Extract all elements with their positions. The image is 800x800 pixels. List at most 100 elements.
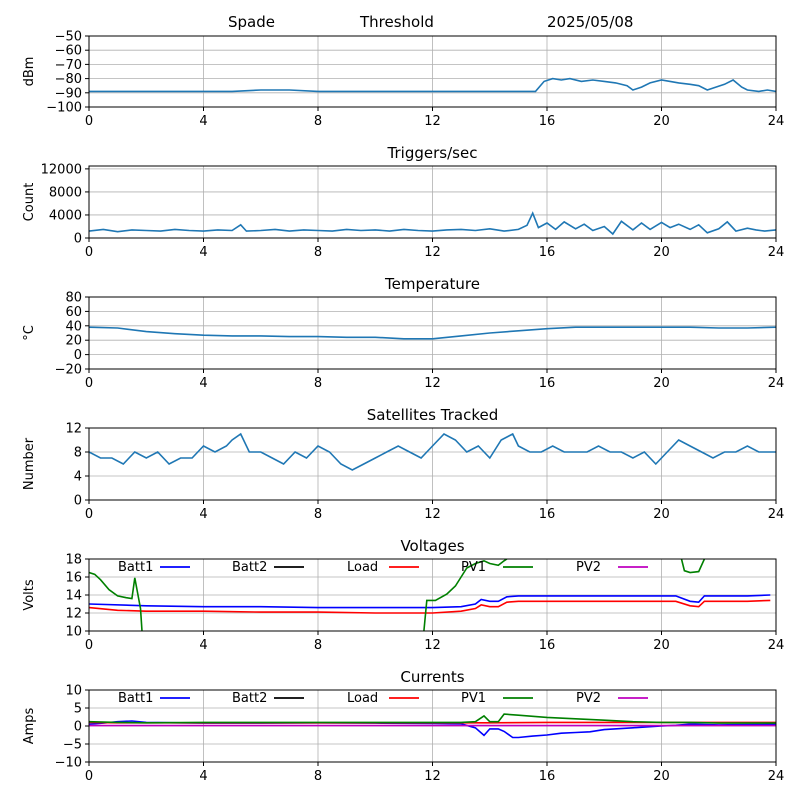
- chart-title: Triggers/sec: [387, 144, 478, 162]
- legend-label-batt2: Batt2: [232, 691, 267, 706]
- chart-panel-4: 0 4 8 12 16 20 24 10 12 14 16 18 Voltages Volts Batt1 B…: [22, 537, 784, 653]
- x-tick-label: 8: [314, 769, 322, 784]
- chart-panel-3: 0 4 8 12 16 20 24 0 4 8 12 Satellites Tracked Number: [22, 406, 784, 522]
- y-tick-label: 8: [74, 446, 82, 461]
- x-tick-label: 12: [424, 114, 441, 129]
- x-tick-label: 4: [199, 507, 207, 522]
- x-tick-label: 8: [314, 245, 322, 260]
- chart-panel-0: 0 4 8 12 16 20 24 −100−90−80−70−60−50 dBm: [22, 30, 784, 130]
- series-line-batt1: [89, 594, 771, 609]
- y-tick-label: 20: [65, 334, 82, 349]
- x-tick-label: 0: [85, 638, 93, 653]
- x-tick-label: 8: [314, 376, 322, 391]
- legend-label-batt1: Batt1: [118, 560, 153, 575]
- x-tick-label: 20: [653, 245, 670, 260]
- x-tick-label: 24: [768, 114, 785, 129]
- y-axis-label: dBm: [22, 57, 37, 87]
- x-tick-label: 20: [653, 507, 670, 522]
- y-tick-label: −60: [55, 44, 82, 59]
- y-axis-label: Amps: [22, 707, 37, 744]
- y-tick-label: −50: [55, 30, 82, 45]
- y-axis-label: Count: [22, 183, 37, 222]
- legend-label-pv1: PV1: [461, 691, 486, 706]
- x-tick-label: 8: [314, 114, 322, 129]
- series-line-0: [89, 211, 776, 236]
- x-tick-label: 20: [653, 769, 670, 784]
- series-line-0: [89, 77, 776, 93]
- station-label: Spade: [228, 13, 275, 31]
- x-tick-label: 0: [85, 114, 93, 129]
- y-tick-label: −100: [46, 101, 82, 116]
- y-tick-label: −70: [55, 58, 82, 73]
- x-tick-label: 16: [539, 245, 556, 260]
- x-tick-label: 16: [539, 507, 556, 522]
- figure-header: Spade Threshold 2025/05/08: [228, 13, 633, 31]
- y-tick-label: 4000: [49, 208, 82, 223]
- x-tick-label: 4: [199, 769, 207, 784]
- chart-title: Currents: [400, 668, 464, 686]
- x-tick-label: 24: [768, 245, 785, 260]
- y-tick-label: 0: [74, 494, 82, 509]
- x-tick-label: 24: [768, 769, 785, 784]
- y-tick-label: 8000: [49, 185, 82, 200]
- series-line-pv1b: [423, 559, 508, 631]
- chart-panel-1: 0 4 8 12 16 20 24 0 4000 8000 12000 Triggers/sec Cou…: [22, 144, 784, 260]
- x-tick-label: 12: [424, 638, 441, 653]
- y-tick-label: −20: [55, 363, 82, 378]
- chart-panel-5: 0 4 8 12 16 20 24 −10 −5 0 5 10 Currents Amps Batt1 Bat…: [22, 668, 784, 784]
- x-tick-label: 16: [539, 114, 556, 129]
- y-tick-label: 16: [65, 571, 82, 586]
- series-line-pv1: [89, 713, 776, 724]
- y-axis-label: °C: [22, 325, 37, 341]
- x-tick-label: 12: [424, 376, 441, 391]
- x-tick-label: 24: [768, 376, 785, 391]
- y-tick-label: 12: [65, 607, 82, 622]
- x-tick-label: 4: [199, 376, 207, 391]
- series-line-0: [89, 326, 776, 340]
- series-line-0: [89, 432, 776, 471]
- y-tick-label: −80: [55, 72, 82, 87]
- x-tick-label: 0: [85, 376, 93, 391]
- legend-label-pv1: PV1: [461, 560, 486, 575]
- x-tick-label: 8: [314, 638, 322, 653]
- legend-label-pv2: PV2: [576, 560, 601, 575]
- x-tick-label: 12: [424, 769, 441, 784]
- x-tick-label: 20: [653, 114, 670, 129]
- x-tick-label: 0: [85, 245, 93, 260]
- series-line-pv1: [89, 571, 143, 631]
- y-tick-label: 40: [65, 319, 82, 334]
- y-axis-label: Volts: [22, 579, 37, 611]
- y-tick-label: −5: [63, 738, 82, 753]
- series-line-pv1c: [680, 559, 706, 574]
- x-tick-label: 16: [539, 769, 556, 784]
- x-tick-label: 16: [539, 376, 556, 391]
- y-tick-label: 18: [65, 553, 82, 568]
- y-tick-label: −10: [55, 756, 82, 771]
- y-tick-label: 4: [74, 470, 82, 485]
- y-tick-label: −90: [55, 86, 82, 101]
- x-tick-label: 12: [424, 507, 441, 522]
- legend-label-pv2: PV2: [576, 691, 601, 706]
- y-tick-label: 10: [65, 684, 82, 699]
- legend-label-batt1: Batt1: [118, 691, 153, 706]
- y-tick-label: 0: [74, 348, 82, 363]
- x-tick-label: 8: [314, 507, 322, 522]
- legend-label-load: Load: [347, 560, 378, 575]
- y-tick-label: 14: [65, 589, 82, 604]
- x-tick-label: 12: [424, 245, 441, 260]
- date-label: 2025/05/08: [547, 13, 633, 31]
- x-tick-label: 0: [85, 507, 93, 522]
- y-tick-label: 60: [65, 305, 82, 320]
- x-tick-label: 24: [768, 638, 785, 653]
- y-tick-label: 5: [74, 702, 82, 717]
- y-tick-label: 12000: [41, 162, 82, 177]
- x-tick-label: 4: [199, 638, 207, 653]
- mode-label: Threshold: [359, 13, 434, 31]
- x-tick-label: 20: [653, 638, 670, 653]
- x-tick-label: 0: [85, 769, 93, 784]
- x-tick-label: 24: [768, 507, 785, 522]
- series-line-load: [89, 599, 771, 614]
